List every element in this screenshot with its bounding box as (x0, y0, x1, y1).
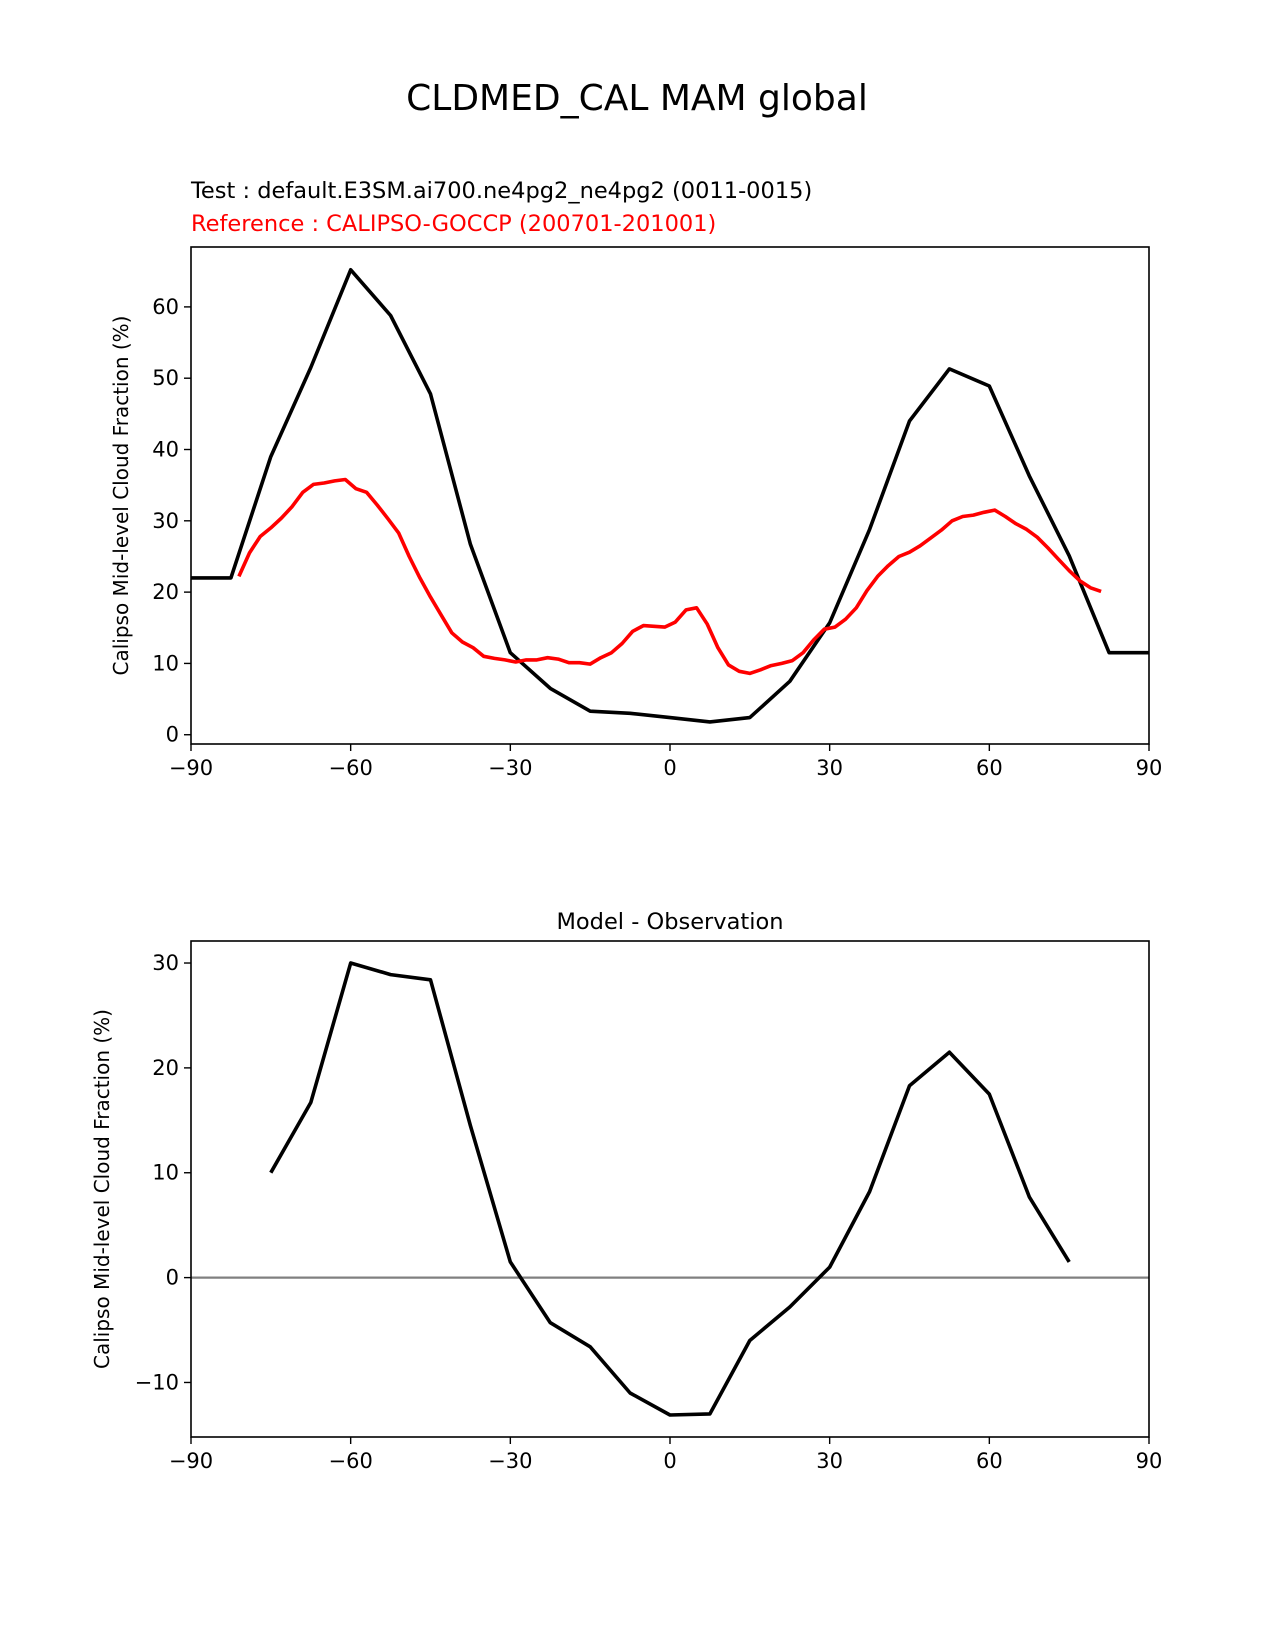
x-tick-label: 0 (663, 1449, 676, 1473)
series-line-reference (237, 477, 1102, 676)
x-tick-label: −60 (329, 756, 373, 780)
reference-label: Reference : CALIPSO-GOCCP (200701-201001… (191, 211, 716, 237)
y-tick-label: 10 (152, 651, 179, 675)
x-tick-label: 0 (663, 756, 676, 780)
y-tick-label: 10 (152, 1161, 179, 1185)
y-tick-label: 30 (152, 509, 179, 533)
y-tick-label: 40 (152, 438, 179, 462)
y-tick-label: 0 (166, 723, 179, 747)
x-tick-label: −90 (169, 1449, 213, 1473)
bottom-panel: Model - Observation −90 −60 −30 0 30 60 90 −10 0 1… (90, 909, 1162, 1473)
x-tick-label: −30 (488, 756, 532, 780)
x-tick-label: 30 (816, 1449, 843, 1473)
y-axis-label: Calipso Mid-level Cloud Fraction (%) (90, 1009, 114, 1369)
series-line-difference (269, 961, 1071, 1417)
test-label: Test : default.E3SM.ai700.ne4pg2_ne4pg2 … (190, 178, 812, 204)
y-axis-label: Calipso Mid-level Cloud Fraction (%) (109, 316, 133, 676)
top-panel: −90 −60 −30 0 30 60 90 0 10 20 30 40 50 60 Calipso Mid… (109, 246, 1163, 780)
y-tick-label: 0 (166, 1266, 179, 1290)
y-tick-label: 20 (152, 580, 179, 604)
x-tick-label: −30 (488, 1449, 532, 1473)
x-tick-label: 60 (976, 1449, 1003, 1473)
x-tick-label: −90 (169, 756, 213, 780)
y-tick-label: 30 (152, 951, 179, 975)
y-tick-label: −10 (135, 1370, 179, 1394)
y-tick-label: 50 (152, 366, 179, 390)
x-tick-label: 30 (816, 756, 843, 780)
x-tick-label: −60 (329, 1449, 373, 1473)
x-tick-label: 90 (1136, 1449, 1163, 1473)
panel-title: Model - Observation (557, 909, 784, 935)
x-tick-label: 90 (1136, 756, 1163, 780)
x-tick-label: 60 (976, 756, 1003, 780)
figure-title: CLDMED_CAL MAM global (406, 78, 868, 119)
series-line-test (191, 267, 1149, 724)
y-tick-label: 60 (152, 295, 179, 319)
y-tick-label: 20 (152, 1056, 179, 1080)
